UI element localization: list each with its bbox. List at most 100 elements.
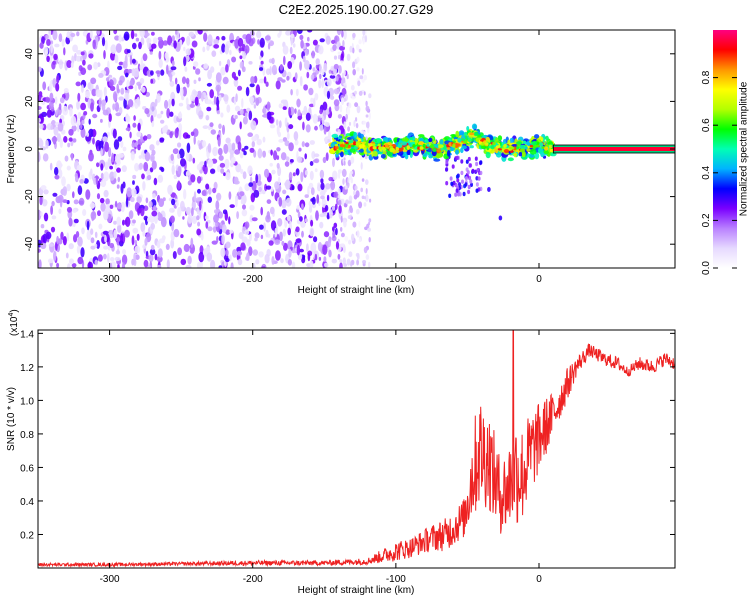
signal-cell <box>353 131 358 139</box>
noise-cell <box>51 200 55 207</box>
signal-tail-cell <box>450 181 454 186</box>
noise-cell <box>96 193 101 200</box>
colorbar-ticks: 0.0 0.2 0.4 0.6 0.8 <box>701 70 737 275</box>
noise-cell <box>303 42 307 50</box>
colorbar-label: Normalized spectral amplitude <box>739 81 750 216</box>
noise-cell <box>318 79 322 89</box>
noise-cell <box>297 211 301 219</box>
noise-cell <box>104 39 108 51</box>
noise-cell <box>339 262 343 268</box>
noise-cell <box>340 53 344 63</box>
signal-core-cell <box>452 140 456 144</box>
noise-cell <box>255 97 260 106</box>
noise-cell <box>243 150 247 156</box>
noise-cell <box>234 115 238 119</box>
noise-cell <box>151 149 156 156</box>
noise-cell <box>122 61 128 69</box>
noise-cell <box>90 168 93 176</box>
noise-cell <box>180 234 184 239</box>
fade-cell <box>360 162 363 170</box>
noise-cell <box>270 149 273 156</box>
signal-core-cell <box>515 146 520 150</box>
fade-cell <box>350 84 355 91</box>
noise-cell <box>223 172 226 177</box>
noise-cell <box>117 224 122 233</box>
noise-cell <box>213 181 218 190</box>
noise-cell <box>260 50 264 58</box>
signal-core-cell <box>544 146 549 151</box>
noise-cell <box>289 46 293 55</box>
signal-cell <box>525 141 530 146</box>
noise-cell <box>237 85 243 91</box>
noise-cell <box>250 76 255 84</box>
noise-cell <box>241 66 246 73</box>
fade-cell <box>343 160 346 166</box>
noise-cell <box>124 229 130 238</box>
noise-cell <box>249 96 255 104</box>
noise-cell <box>304 169 308 176</box>
noise-cell <box>274 181 280 190</box>
noise-cell <box>305 112 311 122</box>
noise-cell <box>133 115 136 121</box>
fade-cell <box>353 190 356 196</box>
noise-cell <box>278 139 284 143</box>
noise-cell <box>63 87 69 94</box>
noise-cell <box>216 86 220 97</box>
noise-cell <box>261 265 266 268</box>
noise-cell <box>79 179 84 184</box>
heatmap-marks <box>38 30 675 268</box>
noise-cell <box>166 64 169 75</box>
noise-cell <box>274 239 281 246</box>
noise-cell <box>205 183 210 190</box>
signal-tail-cell <box>448 193 452 198</box>
noise-cell <box>77 185 83 196</box>
noise-cell <box>168 98 172 109</box>
fade-cell <box>344 235 349 242</box>
noise-cell <box>247 132 253 137</box>
noise-cell <box>62 105 69 116</box>
noise-cell <box>43 46 49 56</box>
fade-cell <box>339 259 343 263</box>
noise-cell <box>120 140 124 148</box>
noise-cell <box>326 78 332 87</box>
noise-cell <box>310 242 317 253</box>
noise-cell <box>135 254 140 260</box>
noise-cell <box>159 138 165 143</box>
noise-cell <box>314 253 318 261</box>
noise-cell <box>206 106 212 112</box>
noise-cell <box>302 55 306 63</box>
bottom-x-tick-label: -100 <box>386 574 406 585</box>
noise-cell <box>238 232 244 239</box>
noise-cell <box>117 136 123 142</box>
fade-cell <box>358 48 362 53</box>
noise-cell <box>310 187 315 196</box>
noise-cell <box>174 128 179 139</box>
noise-cell <box>286 122 290 133</box>
fade-cell <box>347 159 352 167</box>
fade-cell <box>363 246 368 254</box>
noise-cell <box>277 218 283 227</box>
fade-cell <box>343 157 346 161</box>
noise-cell <box>76 100 80 110</box>
chart-title: C2E2.2025.190.00.27.G29 <box>279 2 434 17</box>
noise-cell <box>306 263 311 268</box>
noise-cell <box>136 131 142 138</box>
noise-cell <box>126 49 131 54</box>
top-y-tick-label: 40 <box>24 48 35 60</box>
noise-cell <box>333 63 339 70</box>
noise-cell <box>89 30 93 40</box>
noise-cell <box>177 180 181 190</box>
noise-cell <box>41 36 45 45</box>
colorbar-tick-label: 0.6 <box>701 118 712 132</box>
noise-cell <box>335 75 339 82</box>
fade-cell <box>342 40 345 48</box>
noise-cell <box>265 229 269 238</box>
noise-cell <box>58 208 62 215</box>
noise-cell <box>239 151 244 159</box>
noise-cell <box>248 61 253 65</box>
noise-cell <box>130 196 135 203</box>
noise-cell <box>134 84 138 92</box>
noise-cell <box>109 262 113 268</box>
noise-cell <box>332 170 338 181</box>
noise-cell <box>331 258 337 264</box>
